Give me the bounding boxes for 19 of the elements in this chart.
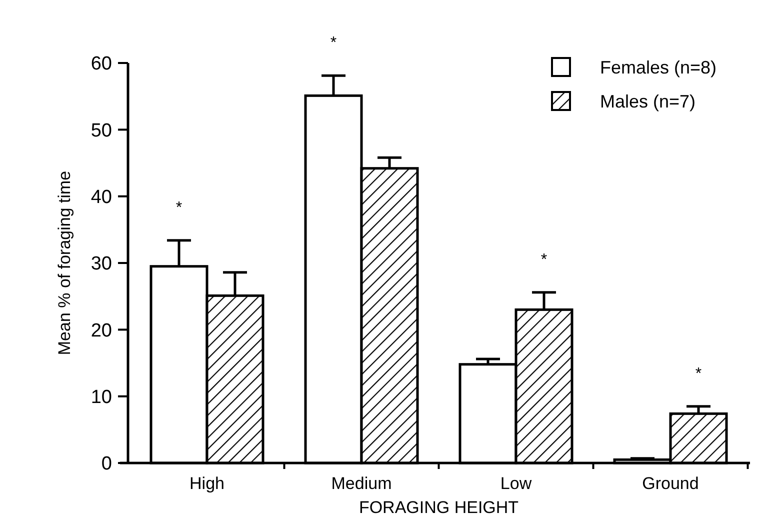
- y-tick-label: 40: [90, 186, 112, 208]
- annotation: *: [540, 251, 548, 268]
- y-tick-label: 10: [90, 386, 112, 408]
- text: *: [330, 34, 337, 52]
- y-tick-label: 20: [90, 320, 112, 342]
- y-tick-label: 30: [90, 254, 112, 275]
- y-tick-label: 60: [90, 54, 112, 75]
- x-tick-label: Low: [500, 474, 532, 493]
- annotation: *: [695, 365, 702, 382]
- x-tick-label: Medium: [331, 474, 392, 493]
- x-axis-title: FORAGING HEIGHT: [358, 498, 519, 517]
- x-tick-label: Ground: [642, 474, 699, 493]
- y-axis-title: Mean % of foraging time: [55, 170, 74, 356]
- legend-label: Males (n=7): [600, 91, 696, 112]
- annotation: *: [176, 199, 182, 216]
- y-tick-label: 0: [101, 454, 112, 475]
- y-tick-label: 50: [90, 120, 112, 142]
- x-tick-label: High: [190, 474, 224, 493]
- legend-label: Females (n=8): [600, 57, 717, 78]
